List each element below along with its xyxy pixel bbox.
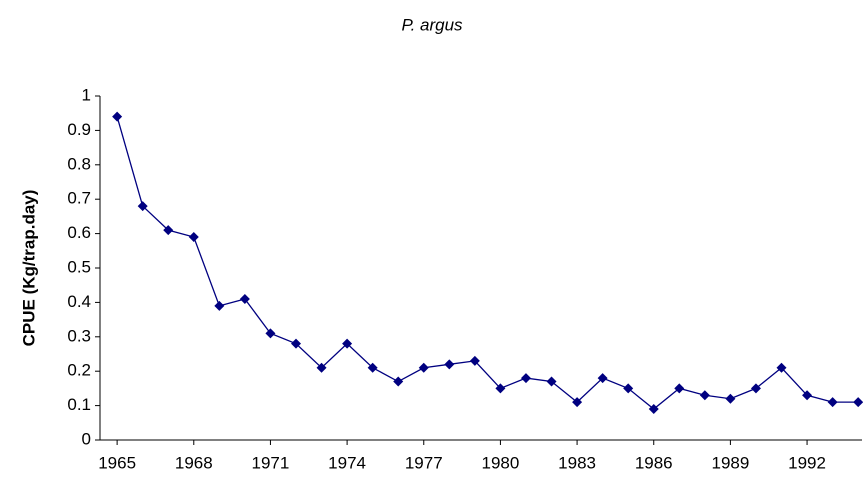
data-point: [418, 362, 429, 373]
data-point: [520, 373, 531, 384]
x-tick-label: 1983: [558, 453, 596, 472]
data-point: [393, 376, 404, 387]
x-tick-label: 1977: [405, 453, 443, 472]
data-point: [648, 404, 659, 415]
data-point: [495, 383, 506, 394]
data-line: [116, 116, 859, 410]
data-point: [316, 362, 327, 373]
data-point: [444, 359, 455, 370]
data-point: [546, 376, 557, 387]
data-point: [623, 383, 634, 394]
data-point: [342, 338, 353, 349]
y-tick-label: 0.6: [67, 223, 91, 242]
x-tick-label: 1980: [482, 453, 520, 472]
y-tick-label: 0.5: [67, 257, 91, 276]
x-tick-label: 1992: [788, 453, 826, 472]
data-point: [112, 111, 123, 122]
y-axis-label: CPUE (Kg/trap.day): [19, 190, 38, 347]
y-tick-label: 0.7: [67, 189, 91, 208]
data-point: [699, 390, 710, 401]
data-point: [725, 393, 736, 404]
y-tick-label: 0: [82, 429, 91, 448]
x-tick-label: 1974: [328, 453, 366, 472]
data-point: [214, 300, 225, 311]
data-point: [776, 362, 787, 373]
x-tick-label: 1968: [175, 453, 213, 472]
data-point: [853, 397, 863, 408]
y-tick-label: 0.2: [67, 361, 91, 380]
x-tick-label: 1989: [711, 453, 749, 472]
data-point: [137, 201, 148, 212]
data-point: [188, 232, 199, 243]
chart-title: P. argus: [401, 15, 463, 34]
x-tick-label: 1986: [635, 453, 673, 472]
data-point: [290, 338, 301, 349]
data-point: [597, 373, 608, 384]
data-point: [265, 328, 276, 339]
data-point: [239, 293, 250, 304]
x-tick-label: 1965: [98, 453, 136, 472]
y-tick-label: 0.4: [67, 292, 91, 311]
y-tick-label: 0.8: [67, 154, 91, 173]
data-point: [802, 390, 813, 401]
y-tick-label: 1: [82, 85, 91, 104]
data-point: [163, 225, 174, 236]
data-point: [572, 397, 583, 408]
y-tick-label: 0.9: [67, 120, 91, 139]
data-point: [469, 355, 480, 366]
data-point: [750, 383, 761, 394]
x-tick-label: 1971: [252, 453, 290, 472]
data-point: [674, 383, 685, 394]
data-point: [827, 397, 838, 408]
data-point: [367, 362, 378, 373]
y-tick-label: 0.3: [67, 326, 91, 345]
y-tick-label: 0.1: [67, 395, 91, 414]
